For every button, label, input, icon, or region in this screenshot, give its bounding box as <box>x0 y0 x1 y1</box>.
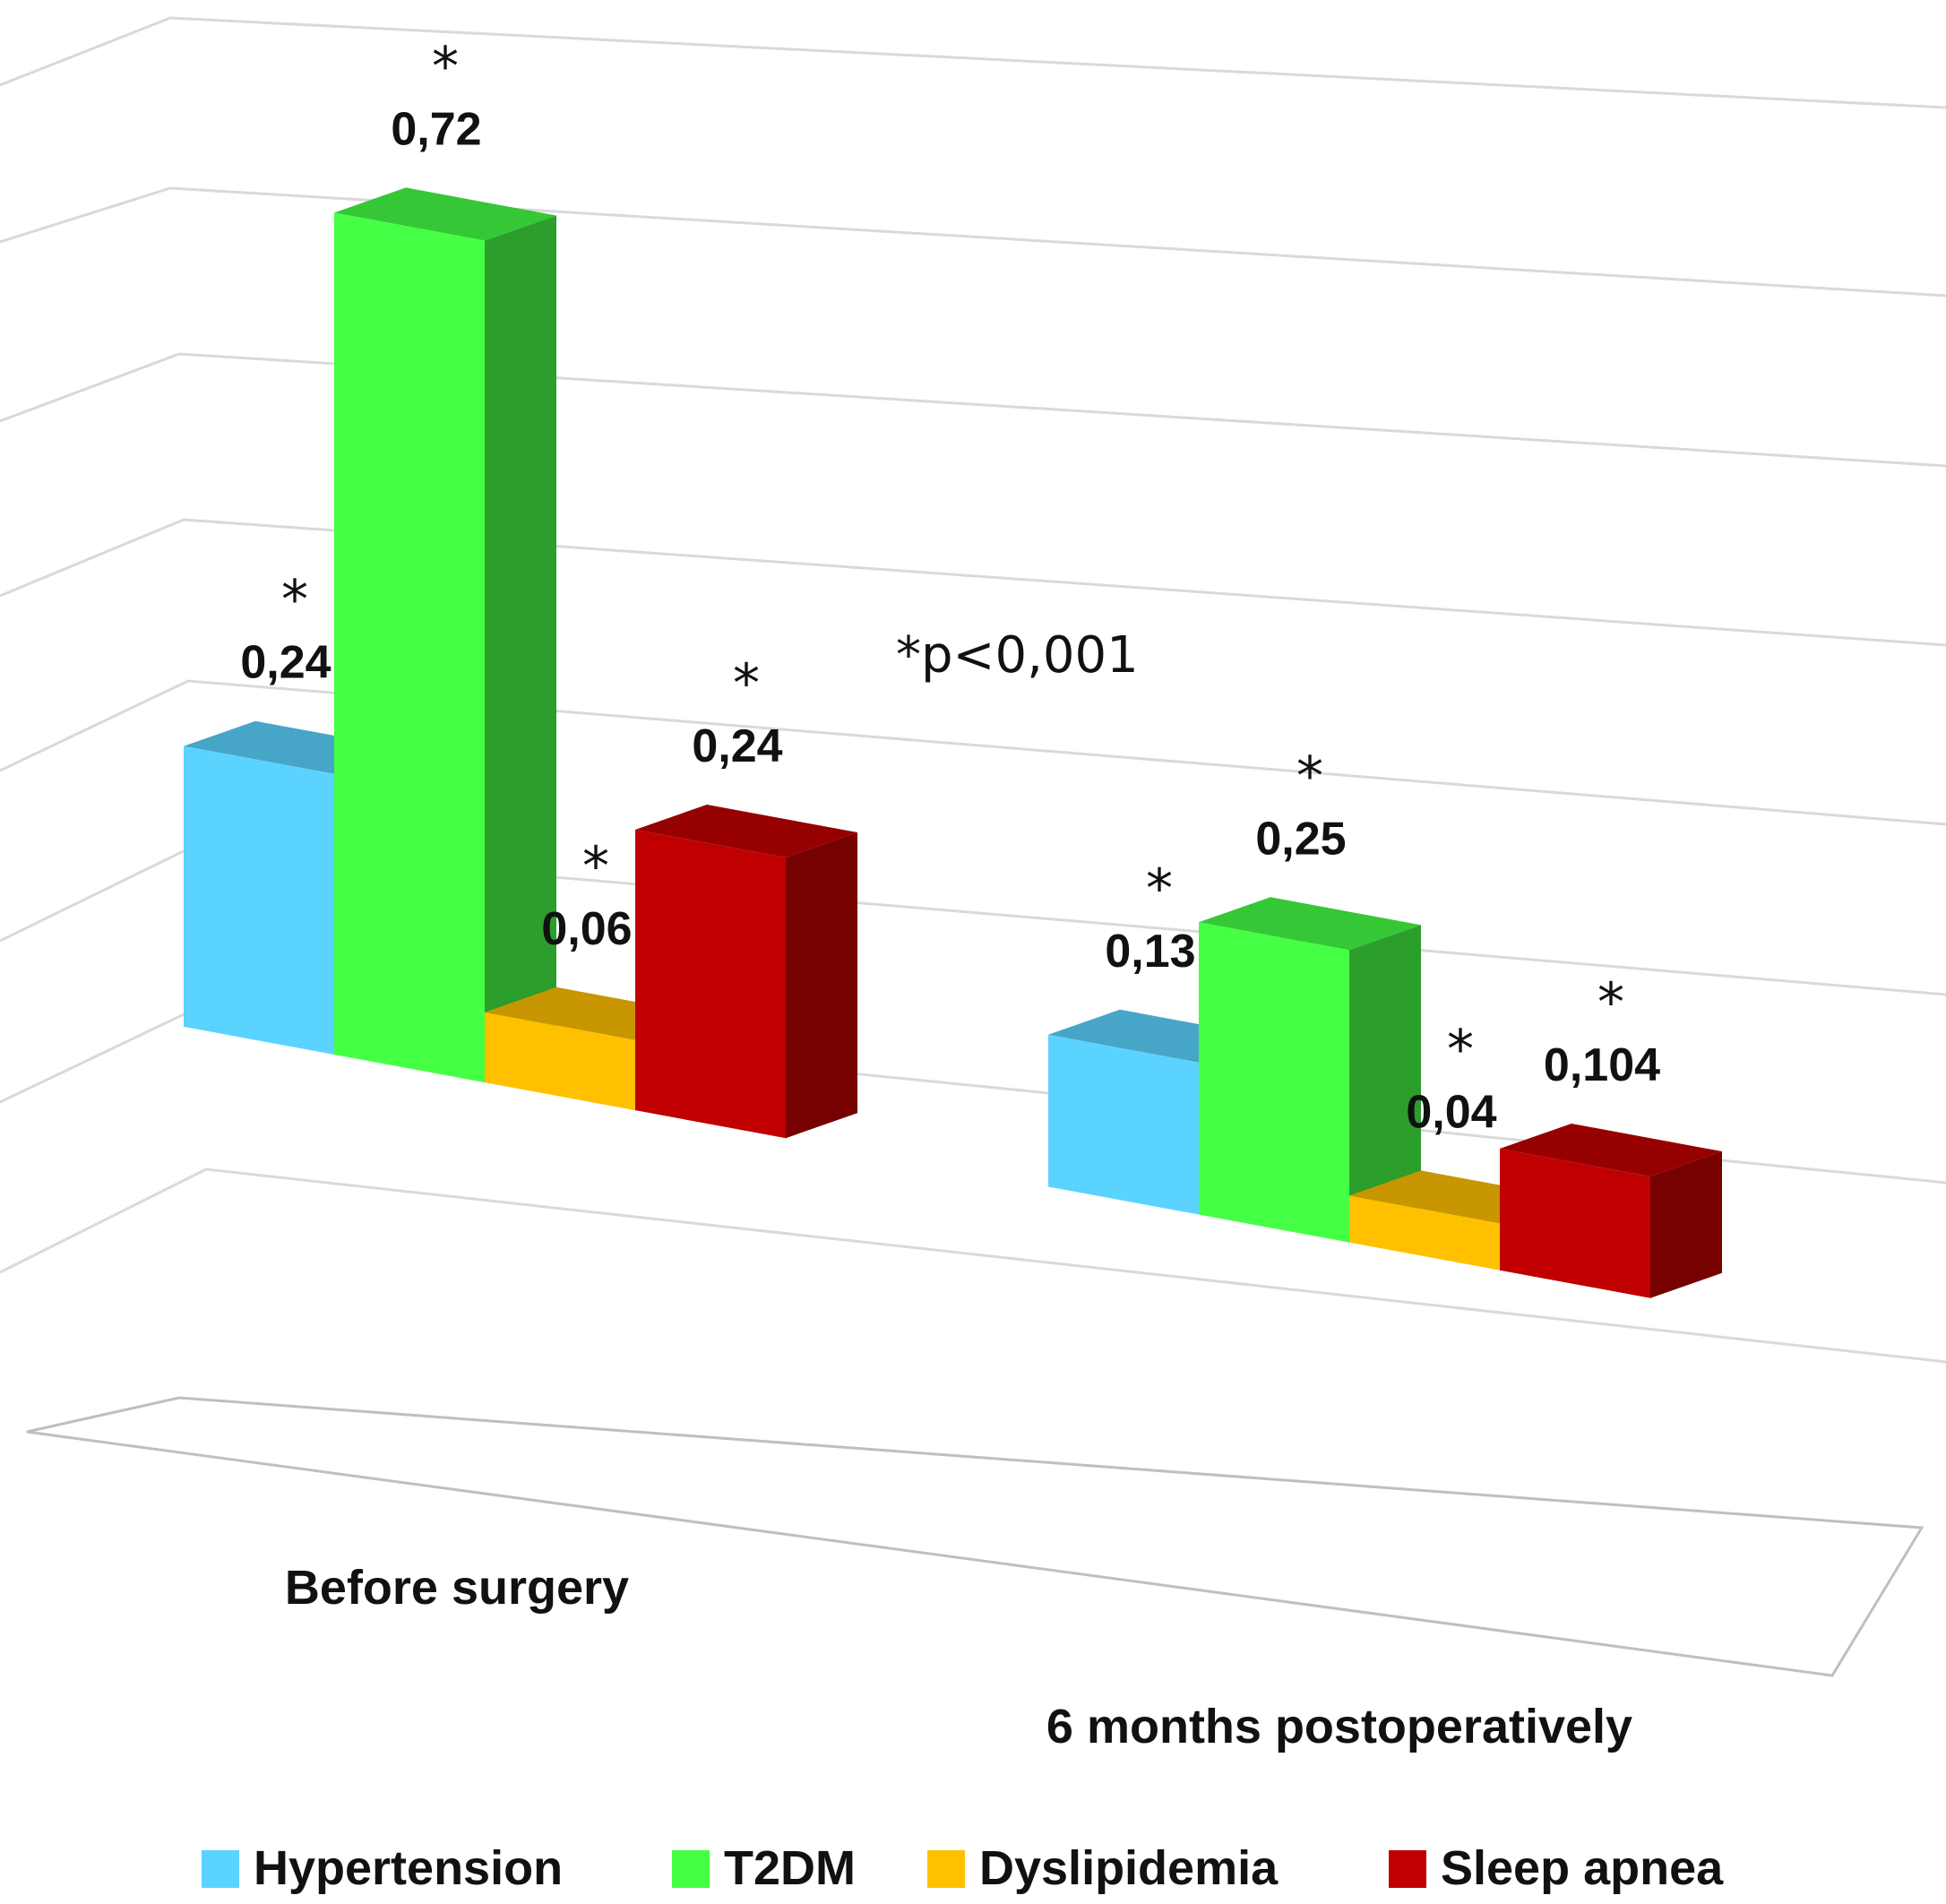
gridline-2 <box>0 352 1946 468</box>
gridline-7 <box>0 1167 1946 1364</box>
data-label-dyslipidemia-0: 0,06 <box>541 903 632 955</box>
bar-front <box>1349 1195 1500 1271</box>
floor-plane <box>26 1396 1924 1677</box>
bar-front <box>1500 1148 1650 1298</box>
category-labels: Before surgery 6 months postoperatively <box>285 1561 1632 1753</box>
legend-label: Sleep apnea <box>1441 1841 1724 1895</box>
legend-swatch <box>672 1850 710 1888</box>
bar-front <box>635 829 786 1139</box>
legend-label: Hypertension <box>254 1841 563 1895</box>
bar-front <box>184 745 334 1055</box>
bar-t2dm-1 <box>1199 897 1421 1243</box>
bar-side <box>1349 925 1421 1243</box>
bar-sleep-apnea-1 <box>1500 1123 1722 1298</box>
data-label-sleep-apnea-1: 0,104 <box>1544 1039 1660 1091</box>
category-label-0: Before surgery <box>285 1561 629 1615</box>
data-label-sleep-apnea-0: 0,24 <box>692 720 782 772</box>
bar-top <box>334 187 556 241</box>
legend: Hypertension T2DM Dyslipidemia Sleep apnea <box>202 1841 1724 1895</box>
data-label-hypertension-1: 0,13 <box>1105 926 1195 978</box>
significance-star: * <box>281 569 308 632</box>
legend-item-dyslipidemia: Dyslipidemia <box>927 1841 1279 1895</box>
gridline-3 <box>0 518 1946 647</box>
legend-item-sleep-apnea: Sleep apnea <box>1389 1841 1724 1895</box>
significance-note: *p<0,001 <box>896 626 1139 685</box>
data-labels: 0,24*0,72*0,06*0,24*0,13*0,25*0,04* 0,104… <box>240 35 1660 1138</box>
data-label-dyslipidemia-1: 0,04 <box>1406 1086 1496 1138</box>
significance-star: * <box>1447 1018 1474 1081</box>
legend-swatch <box>1389 1850 1426 1888</box>
legend-label: Dyslipidemia <box>979 1841 1279 1895</box>
gridline-1 <box>0 186 1946 297</box>
significance-star: * <box>1296 745 1323 807</box>
bar-top <box>635 804 857 858</box>
bar-sleep-apnea-0 <box>635 804 857 1139</box>
chart-floor <box>26 1396 1924 1677</box>
bar-side <box>786 832 857 1139</box>
gridline-0 <box>0 16 1946 109</box>
significance-star: * <box>582 835 609 898</box>
bar-side <box>1650 1151 1722 1298</box>
data-label-t2dm-0: 0,72 <box>391 103 481 155</box>
legend-item-t2dm: T2DM <box>672 1841 856 1895</box>
legend-swatch <box>202 1850 239 1888</box>
data-label-t2dm-1: 0,25 <box>1255 813 1346 865</box>
significance-star: * <box>1597 971 1624 1034</box>
significance-star: * <box>1146 857 1173 920</box>
legend-item-hypertension: Hypertension <box>202 1841 563 1895</box>
gridline-4 <box>0 679 1946 826</box>
bar-front <box>1199 922 1349 1243</box>
legend-swatch <box>927 1850 965 1888</box>
bar-side <box>485 215 556 1083</box>
bar-front <box>334 212 485 1083</box>
legend-label: T2DM <box>724 1841 856 1895</box>
category-label-1: 6 months postoperatively <box>1046 1700 1632 1753</box>
bar-top <box>1500 1123 1722 1177</box>
significance-star: * <box>432 35 459 98</box>
bar-front <box>1048 1034 1199 1215</box>
bars <box>184 187 1722 1298</box>
bar-front <box>485 1012 635 1111</box>
significance-star: * <box>733 652 760 715</box>
bar-t2dm-0 <box>334 187 556 1083</box>
bar-top <box>1199 897 1421 951</box>
data-label-hypertension-0: 0,24 <box>240 637 331 689</box>
